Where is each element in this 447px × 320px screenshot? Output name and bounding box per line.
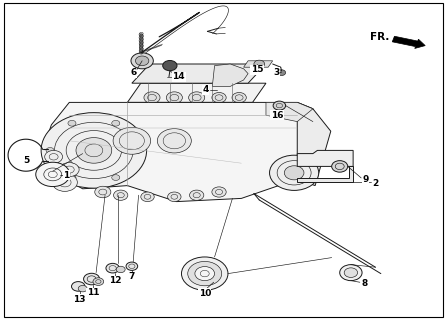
Circle shape [270,155,319,190]
Circle shape [113,127,151,154]
Circle shape [278,70,286,76]
Circle shape [190,190,204,200]
Text: 9: 9 [363,175,369,184]
Circle shape [212,187,226,197]
Polygon shape [244,61,273,67]
Circle shape [95,186,111,198]
Circle shape [195,267,215,281]
Text: 4: 4 [202,85,209,94]
Circle shape [41,113,147,188]
Polygon shape [212,64,248,86]
Circle shape [36,162,70,187]
Text: 1: 1 [63,171,69,180]
Text: 6: 6 [130,68,136,77]
FancyArrow shape [392,36,425,48]
Circle shape [46,148,54,153]
Circle shape [76,138,112,163]
Circle shape [84,273,100,285]
Polygon shape [297,166,353,182]
Polygon shape [266,102,313,122]
Circle shape [163,60,177,71]
Polygon shape [42,102,317,202]
Text: 10: 10 [198,289,211,298]
Circle shape [212,92,226,103]
Circle shape [126,262,138,270]
Circle shape [45,150,63,163]
Text: 3: 3 [273,68,279,76]
Circle shape [112,175,120,180]
Text: FR.: FR. [370,32,389,43]
Circle shape [166,92,182,103]
Text: 15: 15 [251,65,263,74]
Polygon shape [297,150,353,166]
Circle shape [52,173,77,191]
Circle shape [106,263,119,273]
Circle shape [112,120,120,126]
Text: 8: 8 [361,279,367,288]
Circle shape [135,56,149,66]
Circle shape [144,92,160,103]
Circle shape [284,166,304,180]
Text: 16: 16 [271,111,283,120]
Circle shape [134,148,142,153]
Circle shape [168,192,181,202]
Circle shape [254,60,265,68]
Text: 13: 13 [73,295,86,304]
Polygon shape [132,64,266,83]
Text: 5: 5 [23,156,29,164]
Circle shape [93,278,104,285]
Circle shape [181,257,228,290]
Polygon shape [127,102,141,115]
Circle shape [114,190,128,200]
Text: 14: 14 [173,72,185,81]
Circle shape [189,92,205,103]
Circle shape [157,129,191,153]
Text: 7: 7 [129,272,135,281]
Circle shape [340,265,362,281]
Text: 2: 2 [372,179,379,188]
Circle shape [68,175,76,180]
Polygon shape [127,83,266,102]
Text: 12: 12 [109,276,122,285]
Circle shape [232,92,246,103]
Circle shape [141,192,154,202]
Circle shape [332,161,348,172]
Polygon shape [297,102,331,186]
Circle shape [131,53,153,69]
Circle shape [116,266,125,273]
Circle shape [72,282,85,291]
Text: 11: 11 [87,288,99,297]
Circle shape [344,268,358,277]
Circle shape [68,120,76,126]
Circle shape [59,163,79,177]
Circle shape [188,261,222,286]
Circle shape [78,285,87,292]
Circle shape [273,101,286,110]
